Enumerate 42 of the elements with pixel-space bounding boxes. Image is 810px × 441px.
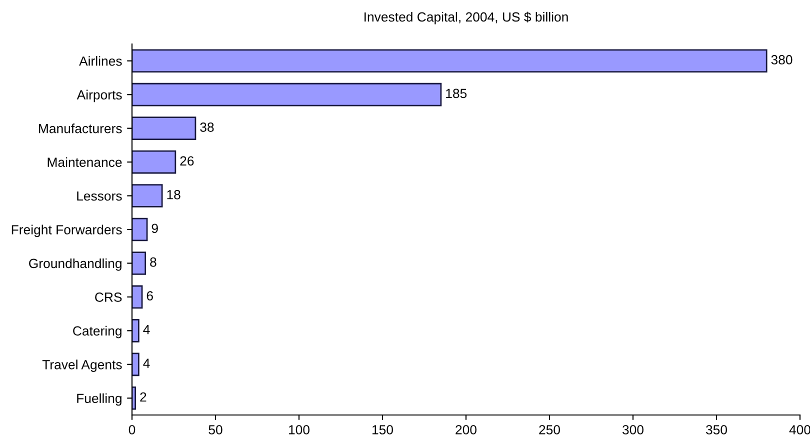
x-tick-label: 0 — [128, 425, 136, 434]
data-label: 38 — [200, 122, 214, 132]
data-label: 380 — [771, 55, 792, 64]
y-tick-label: Manufacturers — [39, 124, 122, 134]
data-label: 185 — [446, 88, 467, 98]
bar — [132, 319, 140, 342]
bar — [132, 252, 146, 275]
bar — [132, 150, 176, 174]
x-tick-label: 50 — [208, 425, 222, 434]
x-tick-label: 150 — [372, 425, 393, 434]
y-tick-label: Travel Agents — [42, 360, 122, 372]
y-tick-label: Groundhandling — [29, 258, 122, 271]
y-tick-label: Airports — [76, 90, 122, 102]
y-tick-label: Lessors — [77, 191, 122, 201]
data-label: 18 — [167, 190, 180, 200]
bar — [132, 82, 442, 106]
bar — [132, 49, 768, 73]
data-label: 6 — [146, 291, 153, 300]
data-label: 8 — [150, 257, 156, 267]
bar — [132, 184, 163, 208]
bar — [132, 116, 196, 140]
x-tick-label: 200 — [456, 425, 476, 434]
data-label: 9 — [152, 224, 158, 234]
data-label: 26 — [180, 156, 194, 166]
bar — [132, 218, 148, 242]
x-tick-label: 100 — [289, 425, 310, 434]
y-tick-label: Freight Forwarders — [12, 224, 122, 238]
bar — [132, 285, 143, 309]
x-tick-label: 300 — [622, 425, 644, 434]
x-tick-label: 350 — [706, 425, 727, 434]
y-tick-label: Maintenance — [48, 157, 122, 167]
x-tick-label: 250 — [539, 425, 560, 434]
y-tick-label: CRS — [95, 292, 122, 302]
y-tick-label: Fuelling — [77, 393, 122, 406]
x-tick-label: 400 — [789, 425, 810, 434]
y-tick-label: Catering — [73, 326, 122, 338]
bar — [132, 352, 140, 376]
data-label: 2 — [140, 392, 146, 402]
y-tick-label: Airlines — [79, 56, 122, 66]
data-label: 4 — [143, 325, 150, 334]
chart-title: Invested Capital, 2004, US $ billion — [364, 12, 568, 24]
data-label: 4 — [143, 358, 150, 368]
